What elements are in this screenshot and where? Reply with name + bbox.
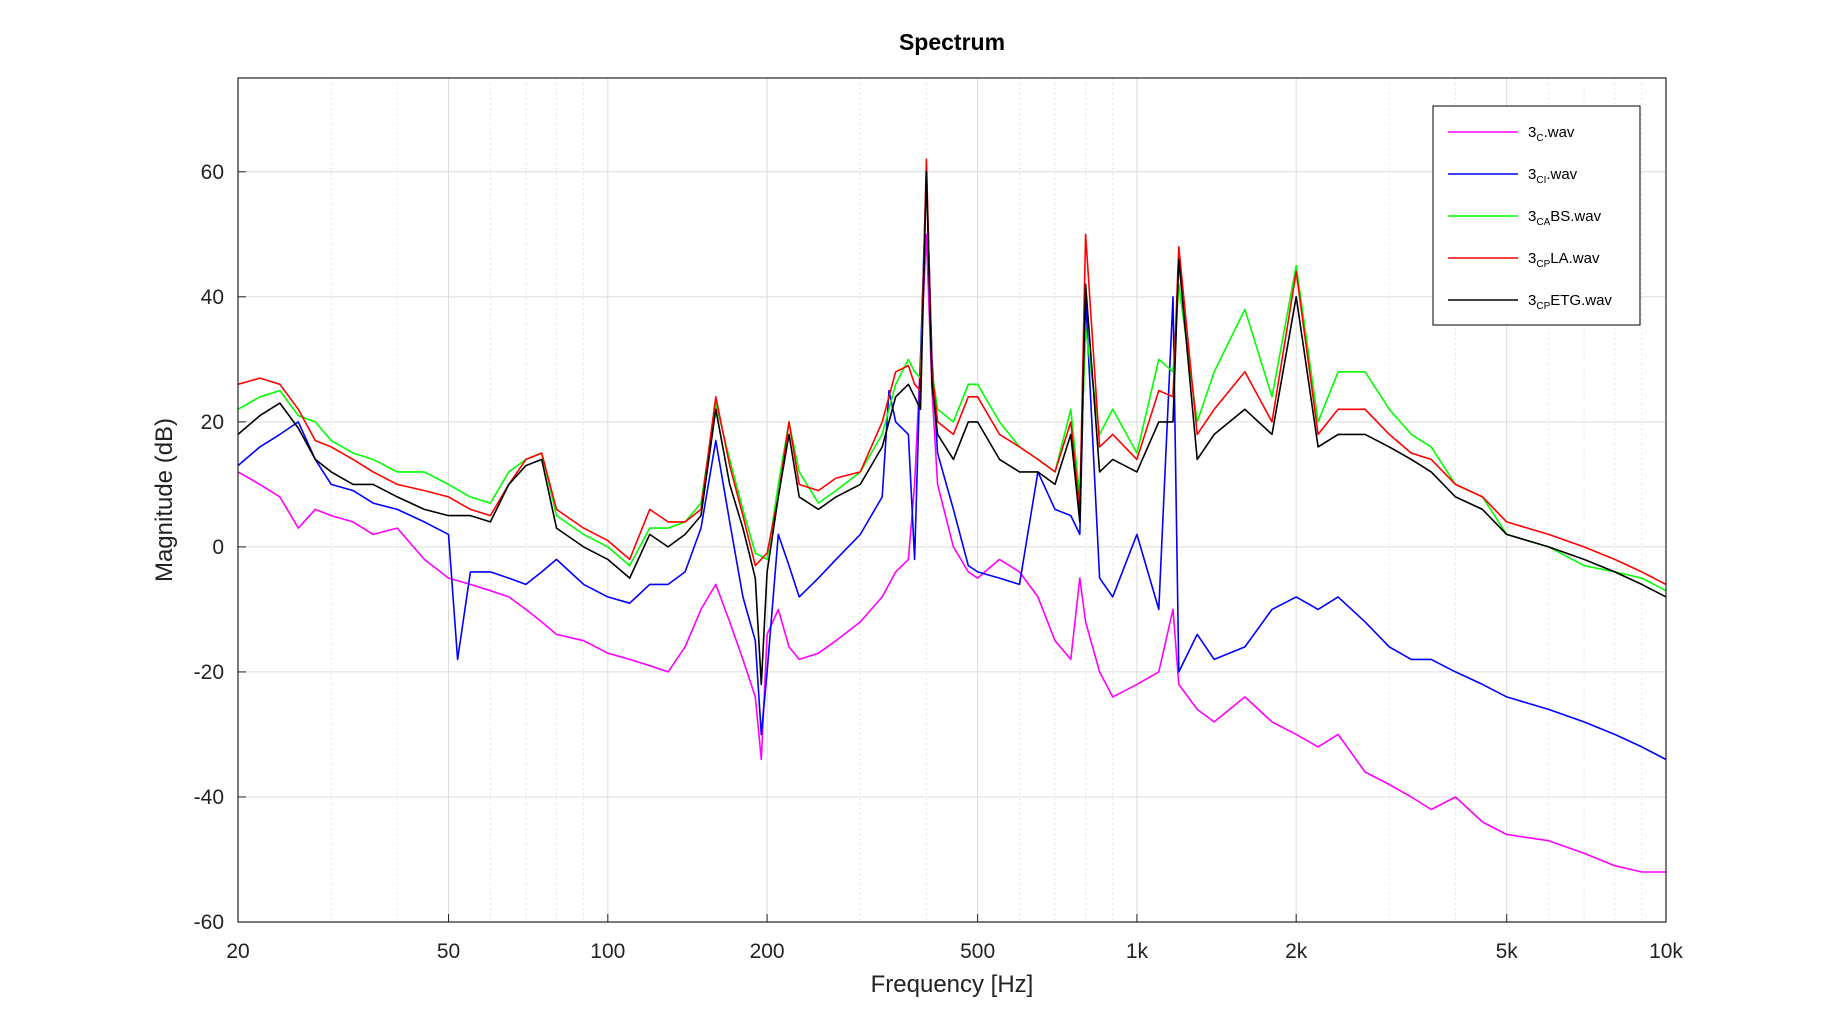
- y-tick-label: 0: [212, 536, 224, 559]
- y-tick-label: -20: [194, 661, 224, 684]
- legend-label: 3C.wav: [1528, 124, 1575, 144]
- x-tick-label: 500: [960, 940, 995, 963]
- x-tick-label: 20: [226, 940, 249, 963]
- x-tick-label: 2k: [1285, 940, 1308, 963]
- legend: 3C.wav 3CI.wav 3CABS.wav 3CPLA.wav 3CPETG.wa…: [1432, 105, 1641, 326]
- legend-label: 3CABS.wav: [1528, 208, 1602, 228]
- x-axis-label: Frequency [Hz]: [871, 971, 1034, 998]
- legend-label: 3CPLA.wav: [1528, 250, 1600, 270]
- x-tick-label: 200: [750, 940, 785, 963]
- y-axis-label: Magnitude (dB): [151, 418, 178, 582]
- y-axis-ticks: -60 -40 -20 0 20 40 60: [194, 161, 246, 934]
- legend-label: 3CI.wav: [1528, 166, 1578, 186]
- x-tick-label: 1k: [1126, 940, 1149, 963]
- x-axis-ticks: 20 50 100 200 500 1k 2k 5k 10k: [226, 914, 1683, 963]
- y-tick-label: -40: [194, 786, 224, 809]
- series-line-2: [237, 171, 1667, 761]
- x-tick-label: 10k: [1649, 940, 1683, 963]
- y-tick-label: 60: [201, 161, 224, 184]
- series-line-5: [237, 171, 1667, 686]
- series-line-1: [237, 233, 1666, 873]
- series-layer: [237, 158, 1667, 873]
- x-tick-label: 5k: [1496, 940, 1519, 963]
- x-tick-label: 100: [590, 940, 625, 963]
- y-tick-label: 40: [201, 286, 224, 309]
- series-line-3: [237, 171, 1667, 592]
- y-tick-label: 20: [201, 411, 224, 434]
- legend-label: 3CPETG.wav: [1528, 292, 1612, 312]
- chart-title: Spectrum: [899, 29, 1005, 55]
- y-tick-label: -60: [194, 911, 224, 934]
- plot-area-border: [237, 77, 1667, 923]
- x-tick-label: 50: [437, 940, 460, 963]
